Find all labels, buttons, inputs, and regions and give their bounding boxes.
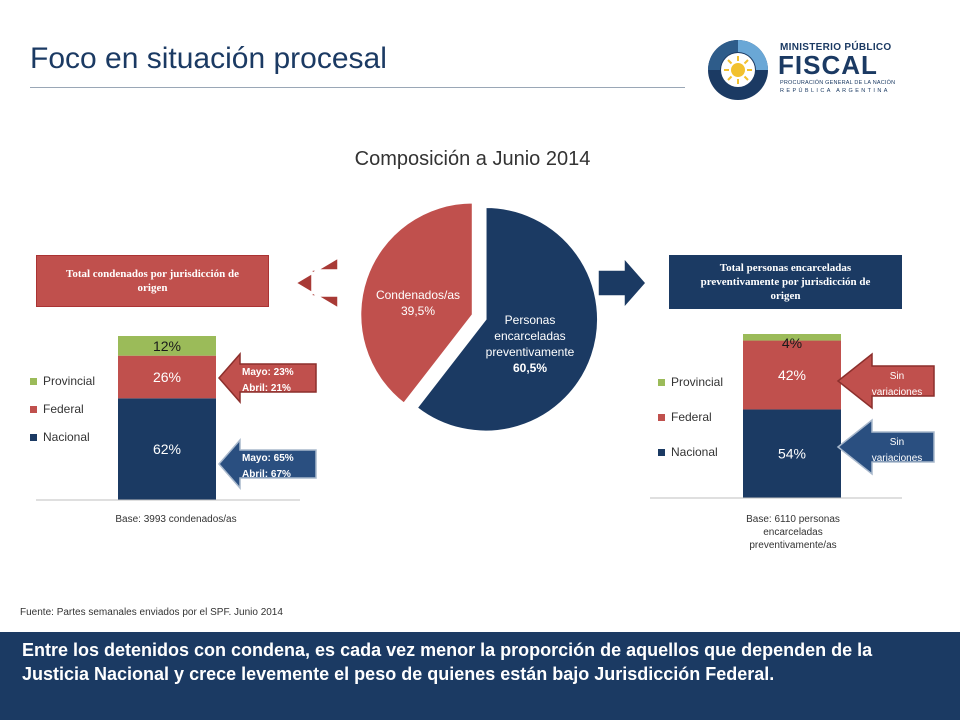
legend-item-federal: Federal <box>658 410 723 424</box>
preventivos-header-box: Total personas encarceladas preventivame… <box>669 255 902 309</box>
condenados-bar-segment-nacional <box>118 398 216 500</box>
condenados-bar-segment-provincial <box>118 336 216 356</box>
sun-emblem-icon <box>708 40 768 100</box>
logo-text-republica: REPÚBLICA ARGENTINA <box>780 88 890 94</box>
preventivos-annotation-text: Sin <box>890 371 904 382</box>
legend-swatch-federal <box>30 405 37 413</box>
pie-slice-preventivos <box>416 206 599 432</box>
logo-text-ministerio: MINISTERIO PÚBLICO <box>780 42 892 53</box>
legend-label: Nacional <box>671 445 718 459</box>
preventivos-bar-segment-federal <box>743 340 841 410</box>
legend-label: Federal <box>671 410 712 424</box>
legend-label: Nacional <box>43 430 90 444</box>
pie-label-preventivos-line2: encarceladas <box>494 329 565 343</box>
right-arrow-icon <box>597 256 647 310</box>
preventivos-bar-label-provincial: 4% <box>782 335 802 351</box>
preventivos-bar-segment-provincial <box>743 334 841 341</box>
legend-label: Federal <box>43 402 84 416</box>
legend-item-provincial: Provincial <box>30 374 95 388</box>
legend-label: Provincial <box>43 374 96 388</box>
legend-swatch-federal <box>658 413 665 421</box>
left-legend: Provincial Federal Nacional <box>30 374 95 458</box>
pie-label-preventivos-line4: 60,5% <box>513 361 547 375</box>
condenados-annotation-text: Abril: 21% <box>242 383 291 394</box>
preventivos-bar-label-federal: 42% <box>778 367 806 383</box>
right-legend: Provincial Federal Nacional <box>658 375 723 473</box>
logo-text-procuracion: PROCURACIÓN GENERAL DE LA NACIÓN <box>780 80 896 86</box>
legend-swatch-nacional <box>30 433 37 441</box>
conclusion-text: Entre los detenidos con condena, es cada… <box>22 640 873 685</box>
legend-swatch-nacional <box>658 448 665 456</box>
condenados-header-text: Total condenados por jurisdicción de ori… <box>66 267 239 294</box>
chart-title: Composición a Junio 2014 <box>354 148 591 170</box>
logo-text-fiscal: FISCAL <box>778 50 878 80</box>
preventivos-header-text: Total personas encarceladas preventivame… <box>700 261 871 303</box>
preventivos-annotation-text: Sin <box>890 437 904 448</box>
preventivos-bar-segment-nacional <box>743 409 841 498</box>
pie-label-preventivos-line3: preventivamente <box>486 345 575 359</box>
preventivos-bar-label-nacional: 54% <box>778 446 806 462</box>
condenados-header-box: Total condenados por jurisdicción de ori… <box>36 255 269 307</box>
pie-label-condenados-line1: Condenados/as <box>376 288 460 302</box>
legend-item-federal: Federal <box>30 402 95 416</box>
pie-label-preventivos-line1: Personas <box>505 313 556 327</box>
right-base-label: Base: 6110 personas encarceladas prevent… <box>746 514 840 551</box>
condenados-bar-label-federal: 26% <box>153 369 181 385</box>
pie-slice-condenados <box>359 202 474 405</box>
slide-title: Foco en situación procesal <box>30 42 387 75</box>
left-base-label: Base: 3993 condenados/as <box>115 514 237 525</box>
ministerio-publico-fiscal-logo: MINISTERIO PÚBLICO FISCAL PROCURACIÓN GE… <box>706 38 926 102</box>
legend-swatch-provincial <box>658 378 665 386</box>
condenados-annotation-arrow-icon <box>218 352 317 404</box>
pie-label-condenados-line2: 39,5% <box>401 304 435 318</box>
condenados-bar-label-nacional: 62% <box>153 441 181 457</box>
legend-item-provincial: Provincial <box>658 375 723 389</box>
source-note: Fuente: Partes semanales enviados por el… <box>20 607 283 618</box>
preventivos-annotation-arrow-icon <box>836 352 935 410</box>
left-arrow-icon <box>294 256 339 310</box>
preventivos-annotation-text: variaciones <box>872 387 923 398</box>
condenados-bar-label-provincial: 12% <box>153 338 181 354</box>
legend-swatch-provincial <box>30 377 37 385</box>
title-divider <box>30 87 685 88</box>
legend-item-nacional: Nacional <box>658 445 723 459</box>
condenados-annotation-text: Abril: 67% <box>242 469 291 480</box>
condenados-annotation-text: Mayo: 23% <box>242 367 294 378</box>
condenados-annotation-text: Mayo: 65% <box>242 453 294 464</box>
legend-label: Provincial <box>671 375 724 389</box>
preventivos-annotation-arrow-icon <box>836 418 935 476</box>
conclusion-band <box>0 632 960 720</box>
preventivos-annotation-text: variaciones <box>872 453 923 464</box>
condenados-annotation-arrow-icon <box>218 438 317 490</box>
legend-item-nacional: Nacional <box>30 430 95 444</box>
condenados-bar-segment-federal <box>118 355 216 399</box>
